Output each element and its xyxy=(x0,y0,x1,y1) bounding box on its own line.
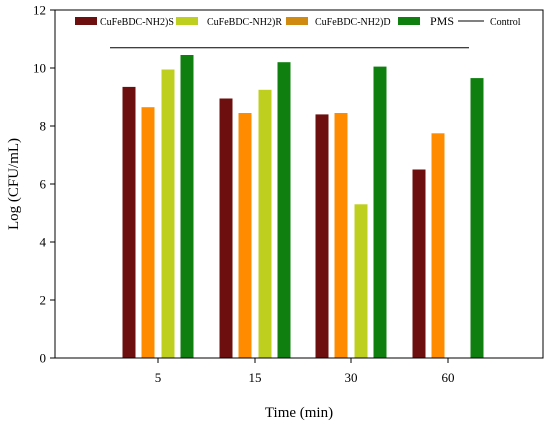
x-tick-label: 60 xyxy=(442,370,455,385)
legend-label: CuFeBDC-NH2)S xyxy=(100,17,174,28)
legend-swatch xyxy=(398,17,420,25)
bar xyxy=(373,66,387,358)
legend-swatch xyxy=(75,17,97,25)
legend-label: PMS xyxy=(430,14,454,28)
bar xyxy=(354,204,368,358)
x-axis-title: Time (min) xyxy=(265,405,333,421)
y-axis-title: Log (CFU/mL) xyxy=(6,138,22,230)
x-axis: 5 15 30 60 xyxy=(155,358,455,385)
bars-layer xyxy=(122,55,484,359)
legend: CuFeBDC-NH2)S CuFeBDC-NH2)R CuFeBDC-NH2)D P… xyxy=(75,14,521,28)
bar xyxy=(412,169,426,358)
bar xyxy=(334,113,348,358)
legend-label: CuFeBDC-NH2)D xyxy=(315,17,391,28)
legend-swatch xyxy=(176,17,198,25)
bar xyxy=(180,55,194,358)
bar xyxy=(122,86,136,359)
x-tick-label: 30 xyxy=(345,370,358,385)
bar xyxy=(161,69,175,358)
bar xyxy=(431,133,445,359)
bar xyxy=(238,113,252,358)
y-tick-label: 12 xyxy=(33,3,46,18)
y-tick-label: 6 xyxy=(40,177,47,192)
bar xyxy=(315,114,329,359)
bar xyxy=(219,98,233,358)
y-axis: 0 2 4 6 8 10 12 xyxy=(33,3,55,366)
bar xyxy=(277,62,291,358)
y-tick-label: 0 xyxy=(40,351,47,366)
x-tick-label: 15 xyxy=(249,370,262,385)
bar xyxy=(141,107,155,358)
legend-label: CuFeBDC-NH2)R xyxy=(207,17,282,28)
y-tick-label: 8 xyxy=(40,119,47,134)
bar xyxy=(470,78,484,358)
y-tick-label: 4 xyxy=(40,235,47,250)
legend-label: Control xyxy=(490,17,521,28)
bar xyxy=(258,89,272,359)
legend-swatch xyxy=(286,17,308,25)
y-tick-label: 2 xyxy=(40,293,47,308)
y-tick-label: 10 xyxy=(33,61,46,76)
x-tick-label: 5 xyxy=(155,370,162,385)
